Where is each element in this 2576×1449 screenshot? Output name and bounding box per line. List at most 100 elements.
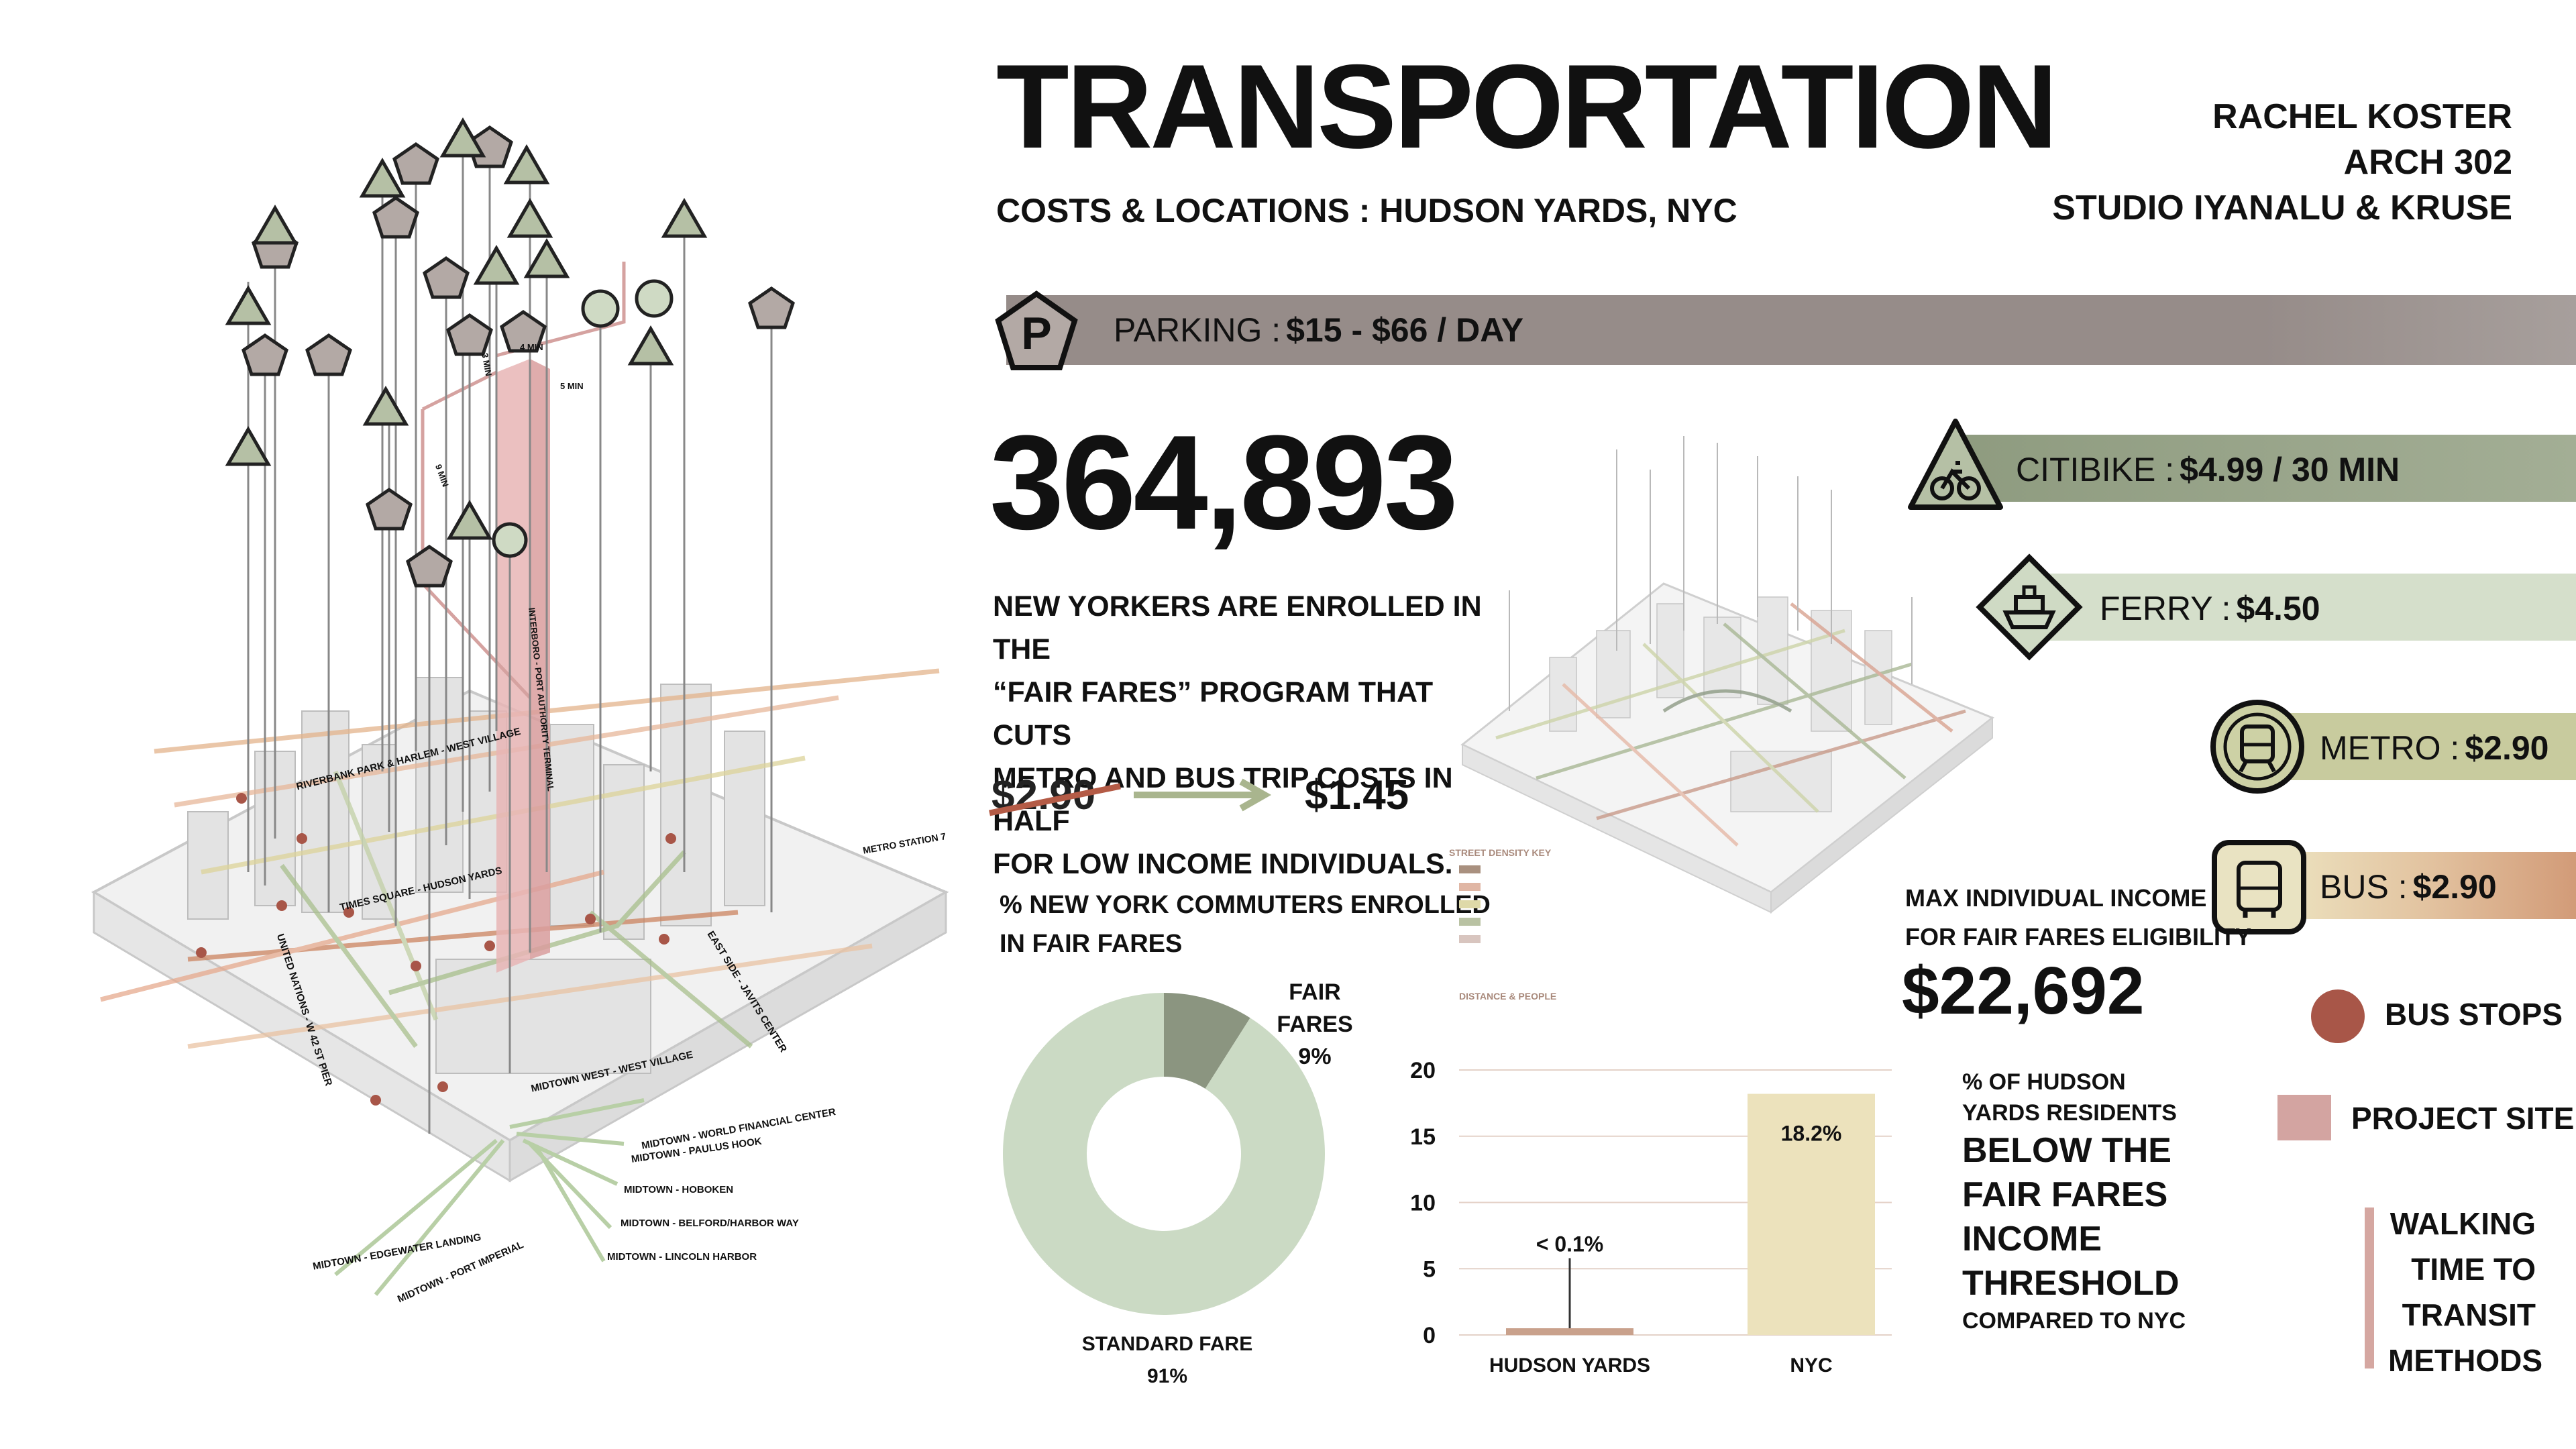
bus-label: BUS :	[2320, 868, 2408, 906]
density-key-swatches	[1459, 865, 1481, 943]
donut-title: % NEW YORK COMMUTERS ENROLLED IN FAIR FA…	[1000, 885, 1491, 963]
fair-fares-donut-chart	[1003, 993, 1325, 1315]
ferry-label: MIDTOWN - LINCOLN HARBOR	[607, 1251, 757, 1263]
ferry-label: MIDTOWN - HOBOKEN	[624, 1184, 734, 1195]
bus-band	[2254, 852, 2576, 919]
project-site-label: PROJECT SITE	[2351, 1101, 2575, 1136]
parking-pins	[241, 125, 795, 588]
bar-data-label: < 0.1%	[1536, 1232, 1604, 1256]
ferry-text: FERRY : $4.50	[2100, 574, 2320, 643]
ferry-band	[2026, 574, 2576, 641]
description-line: METRO AND BUS TRIP COSTS IN HALF	[993, 762, 1453, 837]
density-key-title: STREET DENSITY KEY	[1449, 847, 1552, 858]
walking-line: TRANSIT	[2402, 1297, 2536, 1332]
bike-icon	[1905, 415, 2006, 515]
walking-line: TIME TO	[2411, 1252, 2536, 1287]
density-swatch	[1459, 935, 1481, 943]
fair-fares-pct: 9%	[1298, 1044, 1332, 1069]
bus-stops-label: BUS STOPS	[2385, 997, 2563, 1032]
citibike-pins	[225, 117, 708, 540]
svg-text:P: P	[1021, 308, 1051, 359]
bar-data-label: 18.2%	[1781, 1122, 1842, 1146]
max-income-line: MAX INDIVIDUAL INCOME	[1905, 884, 2207, 912]
donut-title-line: IN FAIR FARES	[1000, 930, 1183, 958]
axonometric-transit-map	[91, 117, 949, 1296]
donut-fair-label: FAIR FARES 9%	[1248, 976, 1382, 1073]
bus-icon	[2210, 839, 2308, 936]
income-threshold-bar-chart: 0 5 10 15 20 < 0.1% HUDSON YARDS 18.2% NYC	[1410, 1058, 1892, 1377]
standard-fare-pct: 91%	[1146, 1365, 1188, 1387]
citibike-label: CITIBIKE :	[2016, 451, 2175, 488]
page-subtitle: COSTS & LOCATIONS : HUDSON YARDS, NYC	[996, 192, 1737, 229]
walking-time-swatch	[2365, 1208, 2374, 1368]
parking-band	[1006, 295, 2576, 365]
walking-time-label: WALKING TIME TO TRANSIT METHODS	[2388, 1201, 2542, 1383]
x-category-label: NYC	[1790, 1354, 1832, 1377]
ferry-label: FERRY :	[2100, 590, 2231, 627]
ferry-label: MIDTOWN - BELFORD/HARBOR WAY	[621, 1218, 799, 1229]
description-line: FOR LOW INCOME INDIVIDUALS.	[993, 848, 1453, 880]
standard-fare-label: STANDARD FARE	[1081, 1333, 1253, 1355]
bar-caption-small: YARDS RESIDENTS	[1962, 1100, 2177, 1126]
bar-caption-big: THRESHOLD	[1962, 1264, 2180, 1303]
y-tick-label: 0	[1423, 1323, 1436, 1348]
train-icon	[2207, 696, 2308, 797]
ship-icon	[1976, 553, 2083, 661]
bus-value: $2.90	[2412, 868, 2497, 906]
description-line: “FAIR FARES” PROGRAM THAT CUTS	[993, 676, 1434, 751]
fair-fares-description: NEW YORKERS ARE ENROLLED IN THE “FAIR FA…	[993, 585, 1503, 885]
walk-time-label: 5 MIN	[560, 381, 584, 391]
density-swatch	[1459, 883, 1481, 891]
walking-line: METHODS	[2388, 1343, 2542, 1378]
project-site-tower	[496, 359, 550, 973]
parking-value: $15 - $66 / DAY	[1286, 311, 1524, 349]
page-title: TRANSPORTATION	[996, 40, 2058, 173]
parking-label: PARKING :	[1114, 311, 1281, 349]
author-name: RACHEL KOSTER	[2212, 97, 2512, 136]
enrolled-count: 364,893	[989, 408, 1458, 557]
fare-arrow-icon	[1134, 778, 1272, 812]
ferry-pins	[492, 279, 674, 558]
studio-name: STUDIO IYANALU & KRUSE	[2052, 189, 2512, 227]
citibike-band	[1945, 435, 2576, 502]
author-block: RACHEL KOSTER ARCH 302 STUDIO IYANALU & …	[2052, 94, 2512, 231]
ferry-routes	[334, 1098, 645, 1296]
bar-caption: % OF HUDSON YARDS RESIDENTS BELOW THE FA…	[1962, 1067, 2186, 1336]
donut-slice-standard-fare	[1003, 993, 1325, 1315]
project-site-swatch	[2277, 1095, 2331, 1140]
course-code: ARCH 302	[2343, 143, 2512, 182]
y-tick-label: 15	[1410, 1124, 1436, 1150]
y-tick-label: 20	[1410, 1058, 1436, 1083]
metro-value: $2.90	[2465, 729, 2549, 767]
max-income-label: MAX INDIVIDUAL INCOME FOR FAIR FARES ELI…	[1905, 879, 2251, 957]
fair-fares-label: FAIR FARES	[1277, 979, 1353, 1037]
bus-text: BUS : $2.90	[2320, 852, 2497, 922]
description-line: NEW YORKERS ARE ENROLLED IN THE	[993, 590, 1482, 665]
donut-slice-fair-fares	[1164, 993, 1250, 1089]
density-swatch	[1459, 900, 1481, 908]
bar-caption-tail: COMPARED TO NYC	[1962, 1308, 2186, 1334]
bar-caption-small: % OF HUDSON	[1962, 1069, 2126, 1095]
y-tick-label: 10	[1410, 1191, 1436, 1216]
donut-standard-label: STANDARD FARE 91%	[1073, 1328, 1261, 1393]
density-swatch	[1459, 918, 1481, 926]
bar-caption-big: INCOME	[1962, 1220, 2102, 1258]
ferry-value: $4.50	[2236, 590, 2320, 627]
y-tick-label: 5	[1423, 1256, 1436, 1282]
density-key-footer: DISTANCE & PEOPLE	[1459, 991, 1557, 1002]
parking-icon: P	[993, 288, 1080, 376]
citibike-value: $4.99 / 30 MIN	[2180, 451, 2400, 488]
bar-caption-big: BELOW THE	[1962, 1131, 2171, 1170]
bus-stop-swatch	[2311, 989, 2365, 1043]
bar-nyc	[1748, 1093, 1875, 1335]
max-income-line: FOR FAIR FARES ELIGIBILITY	[1905, 923, 2252, 951]
metro-text: METRO : $2.90	[2320, 713, 2548, 783]
max-income-value: $22,692	[1902, 953, 2145, 1028]
city-blocks	[187, 677, 765, 1074]
bar-hudson-yards	[1506, 1328, 1633, 1335]
old-fare-strike-line	[989, 783, 1121, 816]
bus-stop-markers	[196, 793, 676, 1106]
walk-time-label: 4 MIN	[520, 342, 543, 352]
bar-caption-big: FAIR FARES	[1962, 1175, 2168, 1214]
x-category-label: HUDSON YARDS	[1489, 1354, 1650, 1377]
